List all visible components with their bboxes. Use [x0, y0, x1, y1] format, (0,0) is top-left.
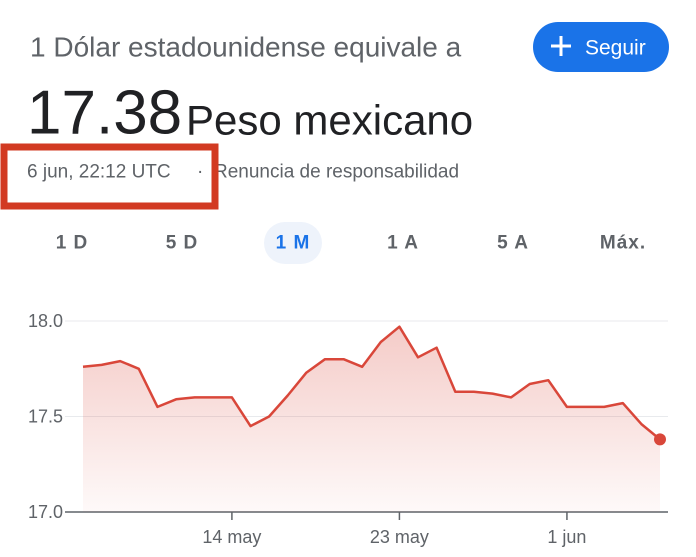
y-tick-label: 17.0	[28, 502, 63, 522]
disclaimer[interactable]: Renuncia de responsabilidad	[214, 162, 459, 183]
follow-label[interactable]: Seguir	[585, 37, 646, 60]
tab[interactable]: 5 D	[166, 233, 199, 254]
tab[interactable]: 1 M	[276, 233, 311, 254]
subtitle: 1 Dólar estadounidense equivale a	[30, 32, 462, 63]
plus-icon[interactable]	[551, 36, 571, 56]
currency: Peso mexicano	[186, 97, 473, 144]
follow-button[interactable]: Seguir	[533, 22, 669, 72]
last-point	[654, 433, 666, 446]
tab-selected-bg[interactable]	[264, 222, 322, 264]
tab[interactable]: 1 A	[387, 233, 419, 254]
x-tick-label: 1 jun	[547, 527, 586, 547]
follow-button-bg[interactable]	[533, 22, 669, 72]
y-tick-label: 17.5	[28, 407, 63, 427]
line	[82, 325, 661, 441]
x-tick-label: 14 may	[202, 527, 261, 547]
timestamp: 6 jun, 22:12 UTC	[27, 162, 171, 183]
x-tick-label: 23 may	[370, 527, 429, 547]
y-tick-label: 18.0	[28, 311, 63, 331]
tabs: 1 D 5 D 1 M 1 A 5 A Máx.	[56, 222, 646, 264]
highlight-box	[0, 143, 219, 210]
rate: 17.38	[27, 79, 182, 148]
tab[interactable]: 1 D	[56, 233, 89, 254]
chart: 17.0 17.5 18.0 14 may 23 may 1 jun	[28, 311, 668, 547]
tab[interactable]: Máx.	[600, 233, 646, 254]
tab[interactable]: 5 A	[497, 233, 529, 254]
separator: ·	[197, 162, 203, 183]
area	[83, 326, 660, 512]
